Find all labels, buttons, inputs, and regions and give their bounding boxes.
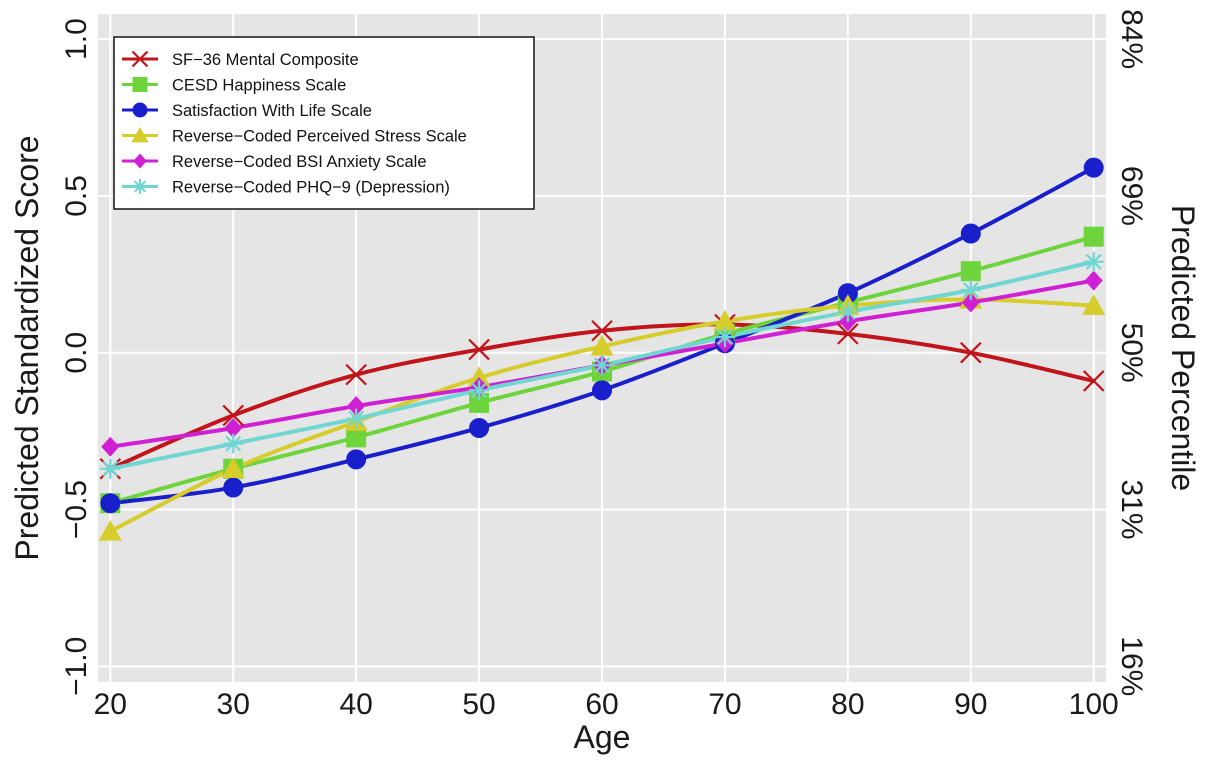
data-point-series-6 [837,301,858,322]
data-point-series-3 [960,223,981,244]
legend-item: Satisfaction With Life Scale [122,102,372,120]
y-tick-label: 0.5 [60,175,93,217]
y2-tick-labels: 16% 31% 50% 69% 84% [1115,9,1148,696]
data-point-series-3 [469,417,490,438]
data-point-series-6 [223,433,244,454]
y2-tick-label: 31% [1115,479,1148,539]
legend-label: Satisfaction With Life Scale [172,102,372,120]
x-tick-label: 90 [954,688,987,721]
series-markers [98,157,1106,541]
legend-label: Reverse−Coded Perceived Stress Scale [172,128,467,146]
y2-tick-label: 50% [1115,323,1148,383]
x-tick-label: 30 [217,688,250,721]
data-point-series-6 [346,408,367,429]
data-point-series-1 [837,323,859,345]
x-tick-labels: 20 30 40 50 60 70 80 90 100 [94,688,1119,721]
data-point-series-3 [346,449,367,470]
y-tick-label: −1.0 [60,637,93,696]
x-tick-label: 100 [1069,688,1119,721]
data-point-series-6 [592,355,612,376]
data-point-series-5 [1084,270,1103,291]
x-tick-label: 20 [94,688,127,721]
data-point-series-3 [100,493,121,514]
y-tick-label: 0.0 [60,332,93,374]
y-tick-label: 1.0 [60,18,93,60]
legend-item: Reverse−Coded PHQ−9 (Depression) [122,179,450,197]
data-point-series-2 [346,427,367,448]
x-tick-label: 60 [585,688,618,721]
data-point-series-6 [1083,251,1104,272]
data-point-series-4 [467,366,491,387]
data-point-series-5 [347,396,366,417]
y2-axis-title: Predicted Percentile [1165,205,1201,491]
legend-label: SF−36 Mental Composite [172,51,359,69]
y-axis-title: Predicted Standardized Score [9,135,45,560]
y2-tick-label: 84% [1115,9,1148,69]
legend-label: Reverse−Coded BSI Anxiety Scale [172,153,427,171]
legend-item: Reverse−Coded Perceived Stress Scale [122,126,467,146]
x-axis-title: Age [574,719,631,755]
data-point-series-3 [1083,157,1104,178]
data-point-series-4 [98,519,122,541]
x-tick-label: 80 [831,688,864,721]
data-point-series-1 [222,404,244,427]
y-tick-labels: −1.0 −0.5 0.0 0.5 1.0 [60,18,93,696]
data-point-series-4 [713,309,737,331]
data-point-series-6 [469,380,490,401]
legend-marker [133,153,147,169]
data-point-series-4 [221,457,245,478]
legend-label: Reverse−Coded PHQ−9 (Depression) [172,179,450,197]
data-point-series-6 [714,327,735,348]
data-point-series-2 [960,261,981,282]
data-point-series-3 [837,283,858,304]
y2-tick-label: 16% [1115,636,1148,696]
data-point-series-2 [469,392,490,413]
x-tick-label: 50 [462,688,495,721]
data-point-series-5 [961,292,980,313]
data-point-series-1 [345,363,367,386]
data-point-series-3 [223,477,244,498]
data-point-series-1 [591,319,613,342]
data-point-series-3 [592,380,612,401]
legend-marker [132,77,148,92]
y-tick-label: −0.5 [60,480,93,539]
legend-marker [132,179,148,194]
legend-marker [131,50,149,68]
legend-item: Reverse−Coded BSI Anxiety Scale [122,153,427,171]
legend-item: SF−36 Mental Composite [122,50,359,69]
legend: SF−36 Mental Composite CESD Happiness Sca… [113,36,535,210]
x-tick-label: 70 [708,688,741,721]
legend-item: CESD Happiness Scale [122,77,346,95]
legend-box [113,36,535,210]
y2-tick-label: 69% [1115,166,1148,226]
data-point-series-1 [468,338,490,361]
legend-marker [131,126,149,143]
x-tick-label: 40 [339,688,372,721]
data-point-series-5 [224,417,243,438]
data-point-series-1 [1082,370,1105,392]
legend-label: CESD Happiness Scale [172,77,346,95]
data-point-series-6 [960,279,981,300]
data-point-series-4 [590,334,614,356]
data-point-series-1 [960,341,982,364]
legend-marker [132,102,148,118]
data-point-series-5 [101,436,120,457]
data-point-series-2 [1083,226,1104,247]
data-point-series-4 [1082,294,1106,315]
data-point-series-6 [100,458,121,479]
